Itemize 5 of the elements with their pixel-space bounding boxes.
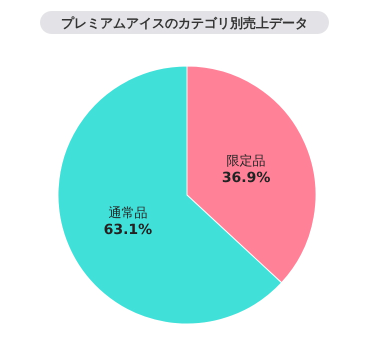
- slice-label: 通常品: [108, 206, 148, 221]
- data-label: 63.1%: [104, 222, 152, 238]
- slice-label: 限定品: [226, 154, 266, 170]
- chart-title: プレミアムアイスのカテゴリ別売上データ: [61, 16, 308, 32]
- data-label: 36.9%: [222, 170, 270, 186]
